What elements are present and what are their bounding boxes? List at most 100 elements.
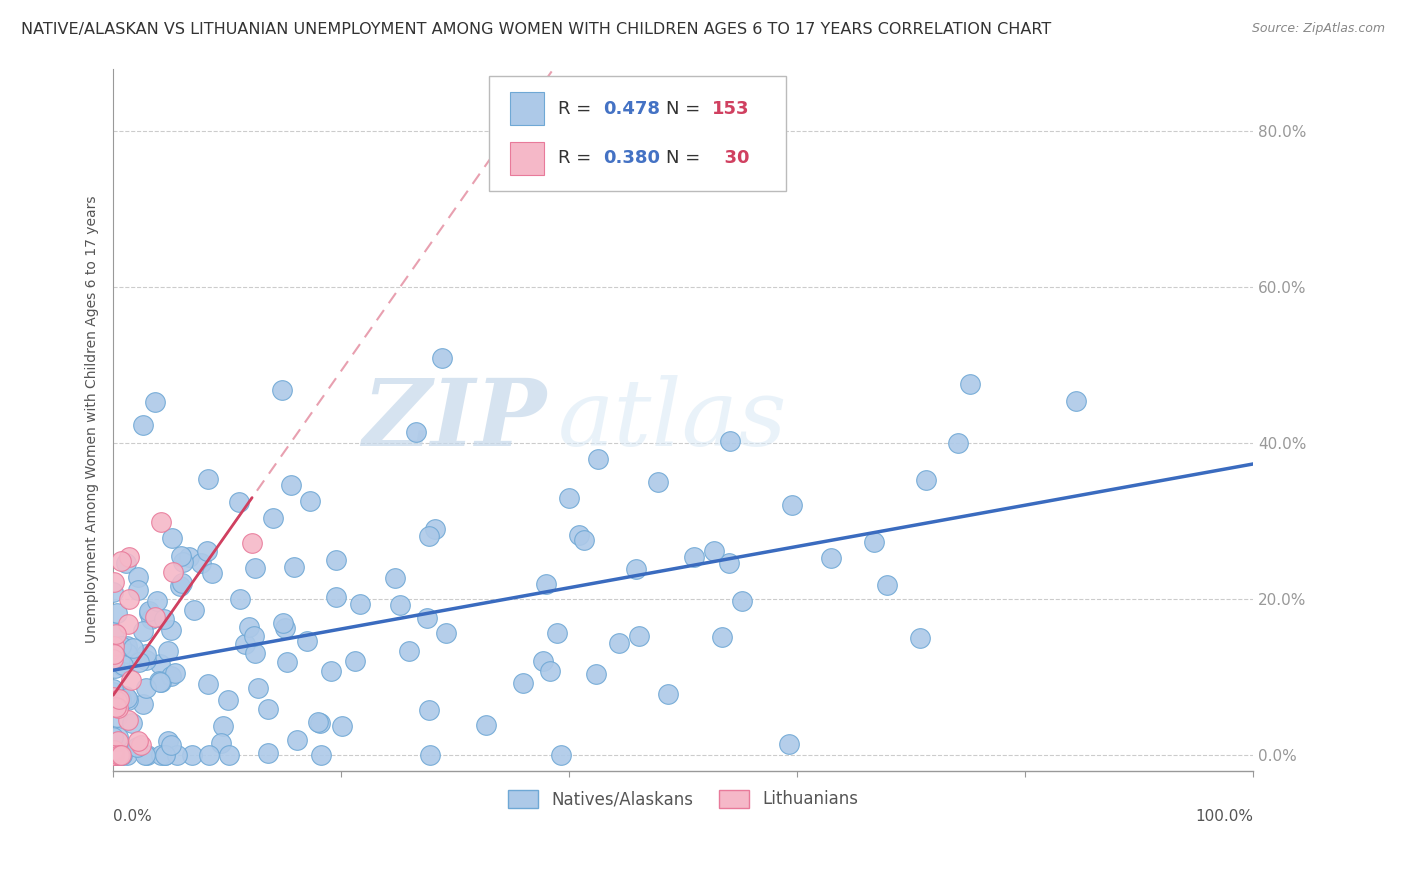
Point [103,742,125,756]
Point [657,687,679,701]
Point [325,553,347,567]
Point [172,576,194,591]
Point [149,748,172,763]
Legend: Natives/Alaskans, Lithuanians: Natives/Alaskans, Lithuanians [502,783,865,815]
Point [135,647,157,661]
Point [211,719,233,733]
Point [115,646,138,660]
Point [117,690,139,705]
Point [149,657,172,671]
Point [135,681,157,695]
Point [105,748,128,763]
Point [197,473,219,487]
Point [104,627,127,641]
Point [103,748,125,763]
Point [127,582,149,597]
Point [311,748,333,763]
Point [418,702,440,716]
Point [110,748,132,763]
Point [157,643,180,657]
Point [820,551,842,566]
Point [156,733,179,747]
Point [134,748,156,763]
Point [103,585,125,599]
Y-axis label: Unemployment Among Women with Children Ages 6 to 17 years: Unemployment Among Women with Children A… [86,196,100,643]
Point [132,624,155,638]
Point [683,549,706,564]
Text: 100.0%: 100.0% [1195,809,1253,824]
Point [228,494,250,508]
Point [105,606,128,620]
Point [177,549,200,564]
Text: 153: 153 [711,100,749,118]
Point [118,549,141,564]
Point [959,376,981,391]
Point [398,644,420,658]
Point [180,748,202,763]
Point [330,719,353,733]
Text: 0.380: 0.380 [603,149,661,168]
Point [166,748,188,763]
Point [107,700,129,714]
Point [915,473,938,487]
Point [145,594,167,608]
Point [558,491,581,505]
Point [103,690,125,705]
Point [103,748,125,763]
Point [114,689,136,703]
Point [270,383,292,397]
Point [110,695,132,709]
Text: R =: R = [558,100,596,118]
Point [110,640,132,654]
Point [160,669,183,683]
Point [247,681,270,695]
Point [117,713,139,727]
Point [434,626,457,640]
Point [103,681,125,696]
Point [103,575,125,590]
Point [160,738,183,752]
Point [238,620,260,634]
Point [183,602,205,616]
Point [567,527,589,541]
FancyBboxPatch shape [489,76,786,192]
Point [105,694,128,708]
Point [546,626,568,640]
Point [243,646,266,660]
Point [257,701,280,715]
Point [876,577,898,591]
Point [240,535,263,549]
FancyBboxPatch shape [510,92,544,126]
Point [103,639,125,653]
Point [1064,393,1087,408]
Point [145,609,167,624]
Text: atlas: atlas [558,375,787,465]
Point [148,674,170,689]
Point [132,417,155,432]
Point [778,737,800,751]
Point [107,734,129,748]
Point [103,685,125,699]
Point [118,592,141,607]
Point [343,655,366,669]
Point [121,716,143,731]
Point [170,549,193,564]
Point [105,748,128,763]
Point [122,640,145,655]
Point [307,714,329,729]
Point [416,611,439,625]
Point [325,590,347,604]
FancyBboxPatch shape [510,142,544,175]
Point [117,639,139,653]
Point [103,748,125,763]
Point [229,592,252,607]
Point [160,531,183,545]
Point [103,652,125,666]
Point [538,664,561,678]
Point [135,653,157,667]
Point [607,636,630,650]
Text: Source: ZipAtlas.com: Source: ZipAtlas.com [1251,22,1385,36]
Point [262,511,284,525]
Point [197,677,219,691]
Point [572,533,595,547]
